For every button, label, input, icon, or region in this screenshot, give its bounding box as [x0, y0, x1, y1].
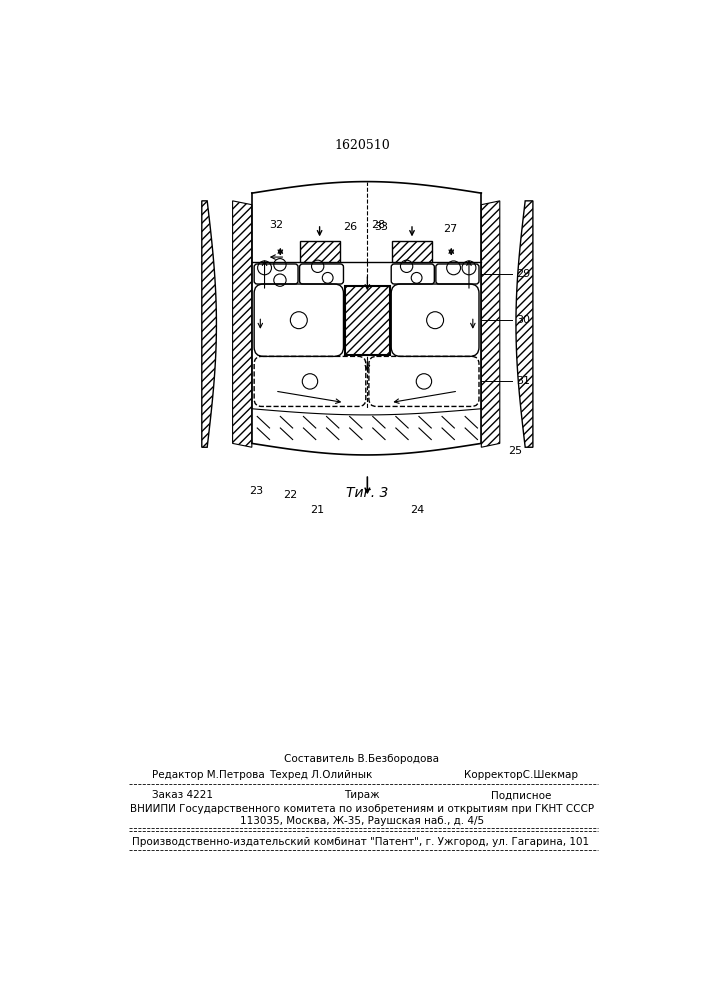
Text: Редактор М.Петрова: Редактор М.Петрова — [152, 770, 264, 780]
Text: 33: 33 — [374, 222, 388, 232]
Text: Техред Л.Олийнык: Техред Л.Олийнык — [269, 770, 373, 780]
Text: 25: 25 — [508, 446, 522, 456]
Text: Тираж: Тираж — [344, 790, 380, 800]
Text: Заказ 4221: Заказ 4221 — [152, 790, 213, 800]
Text: 29: 29 — [516, 269, 530, 279]
Bar — [300, 241, 339, 262]
Text: Составитель В.Безбородова: Составитель В.Безбородова — [284, 754, 440, 764]
Text: 32: 32 — [269, 220, 284, 230]
Polygon shape — [516, 201, 533, 447]
Text: 28: 28 — [371, 220, 385, 230]
Bar — [345, 286, 390, 355]
Polygon shape — [201, 201, 216, 447]
Text: Τиг. 3: Τиг. 3 — [346, 486, 389, 500]
Text: 26: 26 — [344, 222, 358, 232]
Text: 1620510: 1620510 — [334, 139, 390, 152]
Text: 24: 24 — [410, 505, 424, 515]
Text: 31: 31 — [516, 376, 530, 386]
Text: 23: 23 — [249, 486, 263, 496]
Text: Производственно-издательский комбинат "Патент", г. Ужгород, ул. Гагарина, 101: Производственно-издательский комбинат "П… — [132, 837, 590, 847]
Text: 113035, Москва, Ж-35, Раушская наб., д. 4/5: 113035, Москва, Ж-35, Раушская наб., д. … — [240, 816, 484, 826]
Text: 22: 22 — [284, 490, 298, 500]
Polygon shape — [481, 201, 500, 447]
Text: ВНИИПИ Государственного комитета по изобретениям и открытиям при ГКНТ СССР: ВНИИПИ Государственного комитета по изоб… — [130, 804, 594, 814]
Text: 30: 30 — [516, 315, 530, 325]
Text: Подписное: Подписное — [491, 790, 551, 800]
Text: 21: 21 — [310, 505, 325, 515]
Text: 27: 27 — [443, 224, 458, 234]
Polygon shape — [252, 182, 481, 455]
Polygon shape — [252, 409, 481, 455]
Bar — [392, 241, 432, 262]
Text: КорректорС.Шекмар: КорректорС.Шекмар — [464, 770, 578, 780]
Polygon shape — [233, 201, 252, 447]
